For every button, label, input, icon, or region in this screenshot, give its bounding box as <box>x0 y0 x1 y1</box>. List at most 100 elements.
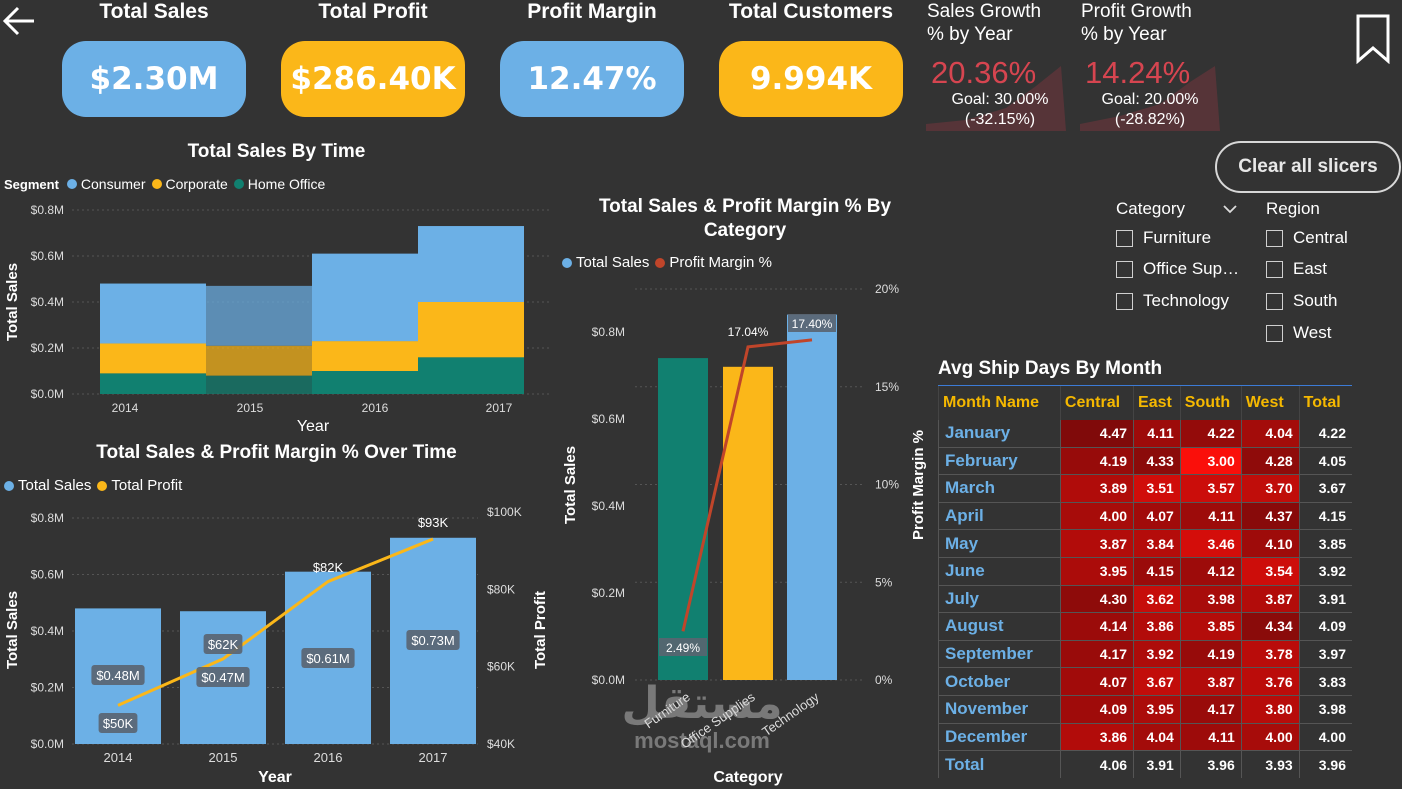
x-tick-label: 2017 <box>486 401 513 415</box>
slicer-item-label: West <box>1293 323 1332 342</box>
row-total-cell: 4.09 <box>1298 612 1352 641</box>
y2-axis-label: Total Profit <box>532 591 549 669</box>
y2-tick-label: $60K <box>487 660 515 674</box>
checkbox[interactable] <box>1116 260 1133 278</box>
region-slicer-item-west[interactable]: West <box>1266 323 1331 343</box>
sales-by-time-chart: $0.0M $0.2M $0.4M $0.6M $0.8M Total Sales Year… <box>4 203 550 435</box>
data-label-total-profit: $82K <box>313 560 344 575</box>
column-header[interactable]: East <box>1133 385 1181 420</box>
column-header[interactable]: South <box>1179 385 1242 420</box>
heat-cell: 3.92 <box>1133 640 1181 669</box>
y-tick-label: $0.2M <box>592 586 625 600</box>
table-row: March 3.89 3.51 3.57 3.70 3.67 <box>938 474 1352 503</box>
checkbox[interactable] <box>1266 229 1283 247</box>
sales-by-time-legend: Segment Consumer Corporate Home Office <box>4 176 325 192</box>
table-row: January 4.47 4.11 4.22 4.04 4.22 <box>938 419 1352 448</box>
sales-profit-over-time-title: Total Sales & Profit Margin % Over Time <box>96 442 457 463</box>
row-total-cell: 3.92 <box>1298 557 1352 586</box>
slicer-item-label: Furniture <box>1143 228 1212 247</box>
category-slicer-item-technology[interactable]: Technology <box>1116 291 1229 311</box>
x-tick-label: 2015 <box>237 401 264 415</box>
region-slicer-item-east[interactable]: East <box>1266 259 1327 279</box>
category-slicer-item-office-supplies[interactable]: Office Sup… <box>1116 259 1239 279</box>
x-tick-label: 2017 <box>419 750 448 765</box>
heat-cell: 4.11 <box>1179 723 1242 752</box>
sales-growth-goal-diff: (-32.15%) <box>964 111 1036 128</box>
y2-tick-label: $100K <box>487 505 522 519</box>
back-arrow-icon[interactable] <box>0 2 38 40</box>
chevron-down-icon[interactable] <box>1222 203 1238 215</box>
bar-total-sales <box>658 358 708 680</box>
heat-cell: 3.54 <box>1240 557 1300 586</box>
y-tick-label: $0.0M <box>31 737 64 751</box>
y2-tick-label: 20% <box>875 282 899 296</box>
y-tick-label: $0.4M <box>31 295 64 309</box>
grand-total-cell: 4.06 <box>1059 750 1134 779</box>
bar-segment-home-office <box>312 371 418 394</box>
heat-cell: 3.87 <box>1059 529 1134 558</box>
clear-all-slicers-button[interactable]: Clear all slicers <box>1215 141 1401 193</box>
heat-cell: 3.87 <box>1240 585 1300 614</box>
row-total-cell: 3.83 <box>1298 667 1352 696</box>
bar-segment-corporate <box>312 341 418 371</box>
heat-cell: 3.62 <box>1133 585 1181 614</box>
kpi-total-profit-value: $286.40K <box>281 41 465 117</box>
heat-cell: 4.04 <box>1133 723 1181 752</box>
y2-tick-label: 10% <box>875 478 899 492</box>
kpi-total-sales-value: $2.30M <box>62 41 246 117</box>
bar-segment-consumer <box>100 283 206 344</box>
y-axis-label: Total Sales <box>562 446 579 524</box>
kpi-profit-margin-title: Profit Margin <box>527 0 657 23</box>
sales-growth-goal: Goal: 30.00% (-32.15%) <box>940 91 1060 129</box>
table-row: November 4.09 3.95 4.17 3.80 3.98 <box>938 695 1352 724</box>
heat-cell: 3.80 <box>1240 695 1300 724</box>
y2-tick-label: 0% <box>875 673 893 687</box>
y2-tick-label: 5% <box>875 575 893 589</box>
heat-cell: 3.87 <box>1179 667 1242 696</box>
heat-cell: 4.33 <box>1133 447 1181 476</box>
row-total-cell: 4.15 <box>1298 502 1352 531</box>
column-header[interactable]: Central <box>1059 385 1134 420</box>
category-slicer-item-furniture[interactable]: Furniture <box>1116 228 1211 248</box>
data-label-profit-margin: 17.04% <box>728 325 769 339</box>
x-tick-label: 2016 <box>362 401 389 415</box>
grand-total-cell: 3.96 <box>1179 750 1242 779</box>
checkbox[interactable] <box>1266 324 1283 342</box>
checkbox[interactable] <box>1116 292 1133 310</box>
heat-cell: 4.12 <box>1179 557 1242 586</box>
bar-segment-consumer <box>418 226 524 302</box>
row-total-cell: 4.05 <box>1298 447 1352 476</box>
total-label-cell: Total <box>938 750 1061 779</box>
heat-cell: 4.00 <box>1240 723 1300 752</box>
table-row: July 4.30 3.62 3.98 3.87 3.91 <box>938 585 1352 614</box>
region-slicer-item-central[interactable]: Central <box>1266 228 1348 248</box>
data-label-total-sales: $0.47M <box>201 670 244 685</box>
region-slicer-item-south[interactable]: South <box>1266 291 1337 311</box>
column-header[interactable]: Month Name <box>938 385 1061 420</box>
column-header[interactable]: West <box>1240 385 1300 420</box>
heat-cell: 4.07 <box>1059 667 1134 696</box>
checkbox[interactable] <box>1266 292 1283 310</box>
legend-title: Segment <box>4 176 59 192</box>
checkbox[interactable] <box>1116 229 1133 247</box>
watermark-arabic: مستقل <box>621 678 783 729</box>
legend-dot-total-sales <box>562 257 572 268</box>
slicer-item-label: Office Sup… <box>1143 259 1240 278</box>
column-header[interactable]: Total <box>1298 385 1352 420</box>
legend-dot-profit-margin <box>655 257 666 268</box>
heat-cell: 3.89 <box>1059 474 1134 503</box>
heat-cell: 4.09 <box>1059 695 1134 724</box>
kpi-total-customers-title: Total Customers <box>728 0 894 23</box>
heat-cell: 3.95 <box>1133 695 1181 724</box>
table-row: August 4.14 3.86 3.85 4.34 4.09 <box>938 612 1352 641</box>
checkbox[interactable] <box>1266 260 1283 278</box>
data-label-bg <box>301 648 355 668</box>
line-profit-margin <box>681 338 813 632</box>
table-row: May 3.87 3.84 3.46 4.10 3.85 <box>938 529 1352 558</box>
bookmark-icon[interactable] <box>1355 14 1391 64</box>
month-name-cell: December <box>938 723 1061 752</box>
slicer-item-label: East <box>1293 259 1328 278</box>
y-tick-label: $0.2M <box>31 341 64 355</box>
data-label-profit-margin: 17.40% <box>792 317 833 331</box>
grand-total-cell: 3.93 <box>1240 750 1300 779</box>
